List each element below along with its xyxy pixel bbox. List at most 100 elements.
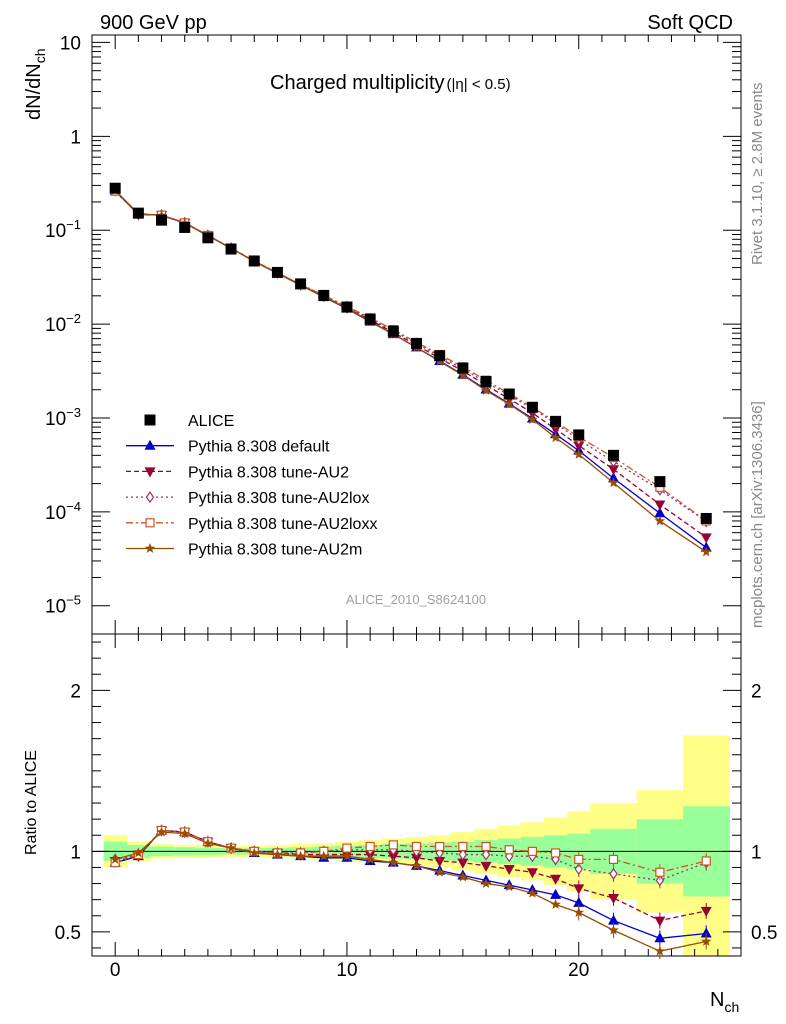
axis-ticks: 0 10 20 10 1 10−1 10−2 10−3 10−4 10−5 0.5 0.5 1 1 2 2 — [45, 33, 777, 981]
x-tick-label: 10 — [336, 960, 357, 981]
series-point-ratio — [573, 884, 585, 895]
series-point-ratio — [179, 828, 190, 839]
data-point-alice — [179, 221, 191, 233]
series-point-ratio — [457, 858, 469, 869]
legend-label: Pythia 8.308 tune-AU2lox — [188, 490, 369, 507]
legend-marker — [144, 543, 156, 553]
series-line-ratio — [115, 829, 707, 922]
ratio-tick-label-right: 2 — [751, 681, 762, 702]
series-point-ratio — [458, 848, 468, 861]
series-point-ratio — [388, 840, 398, 850]
data-point-alice — [248, 255, 260, 267]
y-tick-label: 10−3 — [45, 405, 81, 430]
series-point-ratio — [609, 867, 618, 880]
data-point-alice — [364, 313, 376, 325]
legend-marker — [144, 414, 156, 426]
series-point-ratio — [503, 865, 515, 876]
chart-title-suffix: (|η| < 0.5) — [447, 76, 511, 93]
series-point-ratio — [608, 894, 620, 905]
legend: ALICE Pythia 8.308 default Pythia 8.308 tu… — [126, 413, 377, 559]
series-point-ratio — [608, 924, 619, 935]
legend-entry: Pythia 8.308 tune-AU2lox — [126, 490, 369, 507]
series-point-ratio — [527, 846, 537, 856]
data-point-alice — [318, 289, 330, 301]
series-point-main — [503, 398, 515, 409]
series-point-ratio — [364, 853, 376, 864]
series-point-ratio — [503, 881, 515, 892]
y-axis-label-main: dN/dN — [23, 63, 45, 120]
y-axis-label-sub: ch — [32, 49, 48, 64]
series-point-ratio — [480, 878, 492, 888]
series-point-ratio — [481, 841, 491, 852]
x-axis-label: Nch — [710, 989, 739, 1015]
series-point-ratio — [435, 841, 445, 852]
series-point-ratio — [608, 914, 620, 925]
series-point-ratio — [574, 854, 584, 865]
series-point-ratio — [608, 854, 619, 865]
series-point-main — [608, 465, 620, 476]
series-point-ratio — [654, 945, 666, 956]
series-point-ratio — [272, 849, 283, 860]
series-point-main — [480, 385, 492, 395]
analysis-id-label: ALICE_2010_S8624100 — [346, 592, 486, 607]
data-point-alice — [341, 301, 353, 313]
series-point-ratio — [527, 887, 538, 898]
series-point-ratio — [655, 874, 665, 887]
series-point-ratio — [574, 863, 583, 876]
series-point-ratio — [411, 853, 422, 864]
x-tick-label: 20 — [568, 960, 589, 981]
series-pythia-8-308-tune-au2loxx — [110, 186, 711, 881]
series-point-main — [550, 432, 561, 443]
data-point-alice — [295, 278, 307, 290]
series-point-ratio — [365, 841, 375, 852]
y-tick-label: 10 — [60, 33, 81, 54]
series-point-ratio — [434, 857, 446, 868]
series-alice — [109, 182, 712, 524]
series-point-ratio — [654, 916, 666, 927]
series-point-ratio — [526, 868, 538, 879]
series-point-main — [701, 546, 712, 557]
series-point-ratio — [550, 898, 561, 909]
series-point-ratio — [225, 842, 237, 853]
series-point-ratio — [504, 845, 514, 855]
legend-marker — [145, 518, 155, 528]
ratio-tick-label-right: 0.5 — [751, 923, 777, 944]
data-point-alice — [434, 350, 446, 362]
series-point-main — [550, 424, 562, 435]
series-point-ratio — [341, 850, 353, 861]
legend-marker — [144, 439, 156, 450]
series-point-ratio — [550, 874, 562, 885]
data-point-alice — [503, 388, 515, 400]
series-point-ratio — [109, 853, 121, 864]
series-point-ratio — [700, 906, 712, 917]
series-point-ratio — [295, 850, 306, 861]
y-tick-label: 10−4 — [45, 499, 81, 524]
data-point-alice — [132, 207, 144, 219]
legend-label: Pythia 8.308 default — [188, 439, 330, 456]
data-point-alice — [550, 415, 562, 427]
rivet-info-label: Rivet 3.1.10, ≥ 2.8M events — [749, 83, 766, 266]
series-line-ratio — [114, 829, 707, 873]
header-left-label: 900 GeV pp — [100, 12, 207, 34]
data-point-alice — [573, 429, 585, 441]
series-point-main — [457, 369, 469, 380]
chart-title-main: Charged multiplicity — [270, 72, 445, 94]
series-point-main — [573, 441, 585, 452]
ratio-tick-label-right: 1 — [751, 842, 762, 863]
data-point-alice — [480, 375, 492, 387]
legend-entry: Pythia 8.308 tune-AU2loxx — [126, 516, 377, 533]
series-point-ratio — [700, 927, 712, 938]
series-pythia-8-308-tune-au2lox — [110, 184, 711, 889]
x-tick-label: 0 — [110, 960, 121, 981]
data-point-alice — [457, 362, 469, 374]
series-point-main — [654, 507, 666, 518]
ratio-tick-label-left: 1 — [70, 842, 81, 863]
data-point-alice — [202, 232, 214, 244]
series-point-ratio — [388, 857, 399, 868]
y-tick-label: 10−1 — [45, 217, 81, 242]
data-point-alice — [271, 266, 283, 278]
y-tick-label: 10−5 — [45, 593, 81, 618]
series-point-ratio — [701, 936, 712, 946]
series-point-main — [608, 477, 619, 488]
y-tick-label: 10−2 — [45, 311, 81, 336]
